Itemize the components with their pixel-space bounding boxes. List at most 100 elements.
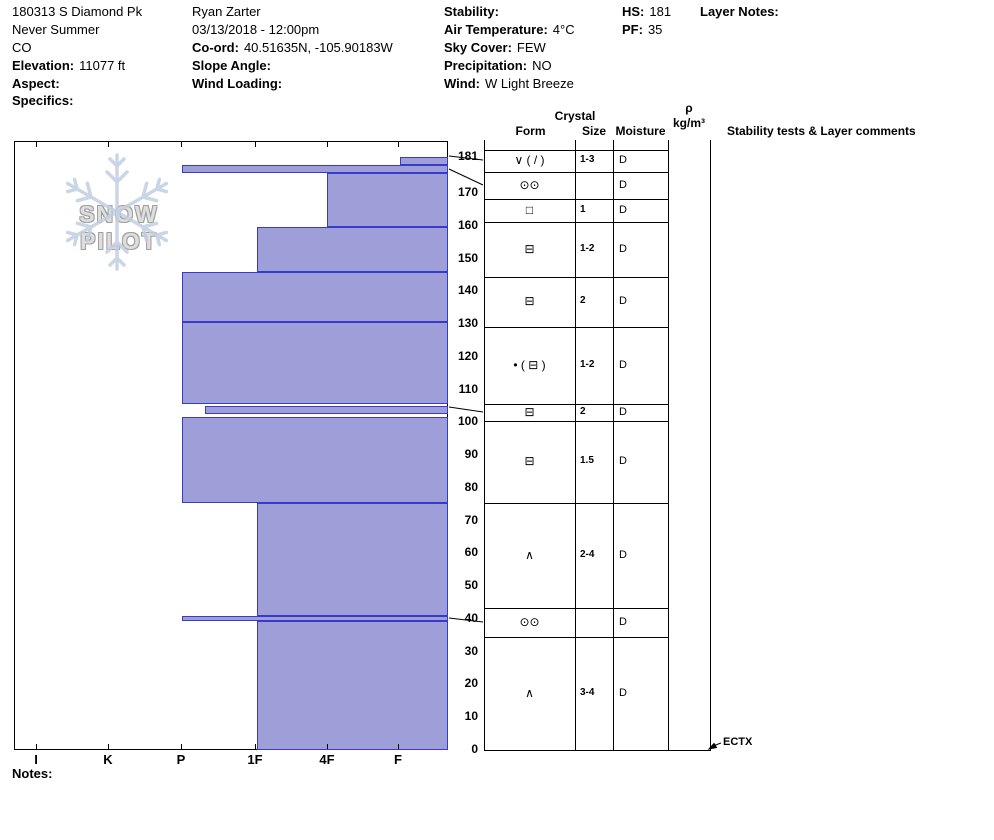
slope-angle-label: Slope Angle: <box>192 58 271 73</box>
pf-label: PF: <box>622 22 643 37</box>
depth-scale-label: 130 <box>457 316 478 331</box>
stability-label: Stability: <box>444 4 499 19</box>
grain-size-cell: 3-4 <box>580 686 595 698</box>
grain-form-cell: ⊟ <box>524 294 535 308</box>
layer-notes-label: Layer Notes: <box>700 4 779 19</box>
pit-id: 180313 S Diamond Pk <box>12 4 143 19</box>
depth-scale-label: 170 <box>457 185 478 200</box>
pf-value: 35 <box>647 22 663 37</box>
depth-scale-label: 80 <box>464 479 478 494</box>
axis-tick-bottom <box>398 744 399 749</box>
size-header: Size <box>581 124 606 138</box>
grain-size-cell: 2 <box>580 295 586 306</box>
form-header: Form <box>515 124 546 138</box>
table-gridline-horizontal <box>484 750 669 751</box>
grain-form-cell: ⊙⊙ <box>519 614 540 629</box>
depth-scale-label: 40 <box>464 610 478 625</box>
snow-layer-bar <box>182 165 448 174</box>
depth-scale-label: 120 <box>457 348 478 363</box>
precipitation-line: Precipitation: NO <box>444 58 552 73</box>
wind-loading-line: Wind Loading: <box>192 76 287 91</box>
snow-layer-bar <box>182 271 448 323</box>
snow-layer-bar <box>182 615 448 621</box>
wind-value: W Light Breeze <box>484 76 574 91</box>
slope-angle-line: Slope Angle: <box>192 58 276 73</box>
table-gridline-vertical <box>613 140 614 750</box>
aspect-line: Aspect: <box>12 76 65 91</box>
moisture-cell: D <box>619 455 627 467</box>
table-gridline-vertical <box>668 140 669 750</box>
snow-layer-bar <box>205 405 448 415</box>
axis-tick-bottom <box>36 744 37 749</box>
depth-scale-label: 70 <box>464 512 478 527</box>
axis-tick-top <box>36 142 37 147</box>
grain-form-cell: ⊙⊙ <box>519 177 540 192</box>
snow-layer-bar <box>327 173 448 228</box>
depth-scale-label: 10 <box>464 709 478 724</box>
depth-scale-label: 20 <box>464 676 478 691</box>
depth-scale-label: 140 <box>457 283 478 298</box>
elevation-label: Elevation: <box>12 58 75 73</box>
grain-form-cell: • ( ⊟ ) <box>513 357 546 372</box>
specifics-line: Specifics: <box>12 93 78 108</box>
sky-cover-value: FEW <box>516 40 546 55</box>
table-gridline-horizontal <box>484 637 669 638</box>
hardness-axis-label: F <box>394 752 402 767</box>
table-gridline-horizontal <box>484 327 669 328</box>
grain-form-cell: □ <box>525 202 534 217</box>
stability-test-result: ECTX <box>723 736 753 748</box>
notes-label: Notes: <box>12 766 53 781</box>
stability-line: Stability: <box>444 4 504 19</box>
grain-form-cell: ∨ ( / ) <box>514 153 545 167</box>
snow-layer-bar <box>182 322 448 405</box>
hs-line: HS: 181 <box>622 4 671 19</box>
grain-size-cell: 1.5 <box>580 455 594 466</box>
state-name: CO <box>12 40 32 55</box>
axis-tick-top <box>398 142 399 147</box>
table-gridline-horizontal <box>484 608 669 609</box>
specifics-label: Specifics: <box>12 93 74 108</box>
precipitation-value: NO <box>532 58 552 73</box>
moisture-cell: D <box>619 203 627 216</box>
depth-scale-label: 150 <box>457 250 478 265</box>
axis-tick-bottom <box>255 744 256 749</box>
layer-leader-line <box>448 168 484 186</box>
depth-scale-label: 50 <box>464 578 478 593</box>
table-gridline-horizontal <box>484 199 669 200</box>
depth-scale-label: 160 <box>457 217 478 232</box>
hs-value: 181 <box>649 4 672 19</box>
elevation-value: 11077 ft <box>79 58 126 73</box>
precipitation-label: Precipitation: <box>444 58 528 73</box>
grain-form-cell: ∧ <box>525 547 534 562</box>
moisture-cell: D <box>619 154 627 166</box>
table-gridline-horizontal <box>484 503 669 504</box>
wind-loading-label: Wind Loading: <box>192 76 283 91</box>
axis-tick-bottom <box>181 744 182 749</box>
aspect-label: Aspect: <box>12 76 60 91</box>
wind-line: Wind: W Light Breeze <box>444 76 574 91</box>
grain-form-cell: ⊟ <box>524 454 535 468</box>
table-gridline-horizontal <box>484 277 669 278</box>
pit-datetime: 03/13/2018 - 12:00pm <box>192 22 320 37</box>
table-gridline-horizontal <box>484 421 669 422</box>
depth-scale-label: 100 <box>457 414 478 429</box>
depth-scale-label: 0 <box>471 742 478 756</box>
grain-size-cell: 1-2 <box>580 358 595 370</box>
moisture-cell: D <box>619 358 627 371</box>
table-gridline-vertical <box>484 140 485 750</box>
axis-tick-top <box>108 142 109 147</box>
air-temp-line: Air Temperature: 4°C <box>444 22 575 37</box>
axis-tick-bottom <box>327 744 328 749</box>
hardness-axis-label: P <box>176 752 186 767</box>
table-gridline-vertical <box>710 140 711 750</box>
range-name: Never Summer <box>12 22 100 37</box>
elevation-line: Elevation: 11077 ft <box>12 58 125 73</box>
wind-label: Wind: <box>444 76 480 91</box>
coordinates-label: Co-ord: <box>192 40 239 55</box>
sky-cover-line: Sky Cover: FEW <box>444 40 546 55</box>
moisture-cell: D <box>619 548 627 561</box>
air-temp-label: Air Temperature: <box>444 22 548 37</box>
moisture-cell: D <box>619 242 627 255</box>
axis-tick-top <box>181 142 182 147</box>
